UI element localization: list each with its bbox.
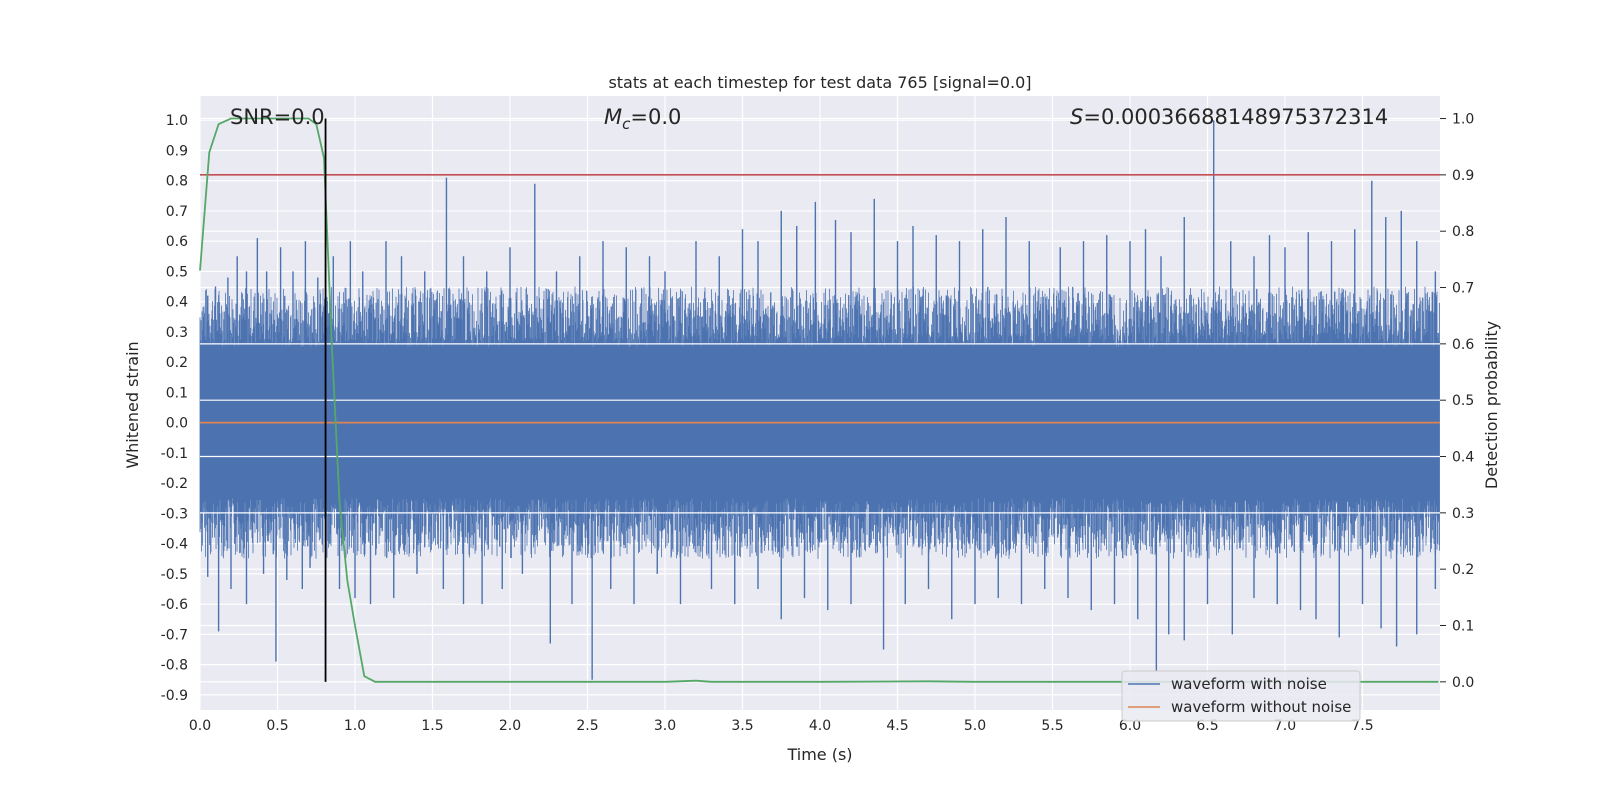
chart-title: stats at each timestep for test data 765… [608, 73, 1031, 92]
x-tick-label: 1.0 [344, 718, 366, 734]
y2-tick-label: 0.4 [1452, 450, 1474, 466]
y-tick-label: 0.8 [166, 174, 188, 190]
chirp-mass-subscript: c [622, 115, 631, 133]
x-tick-label: 5.5 [1041, 718, 1063, 734]
x-tick-label: 1.5 [421, 718, 443, 734]
x-tick-label: 2.5 [576, 718, 598, 734]
y2-tick-label: 0.5 [1452, 393, 1474, 409]
y2-tick-label: 1.0 [1452, 112, 1474, 128]
legend-box [1121, 670, 1361, 722]
y-tick-label: -0.3 [161, 506, 188, 522]
y2-tick-label: 0.8 [1452, 224, 1474, 240]
y-tick-label: 0.4 [166, 295, 188, 311]
legend-label-clean: waveform without noise [1171, 698, 1351, 716]
y-tick-label: 0.0 [166, 416, 188, 432]
statistic-value: =0.00036688148975372314 [1083, 105, 1388, 129]
y-tick-label: 0.6 [166, 234, 188, 250]
y-tick-label: 0.2 [166, 355, 188, 371]
y-tick-label: -0.7 [161, 627, 188, 643]
y2-tick-label: 0.3 [1452, 506, 1474, 522]
y-tick-label: 0.1 [166, 385, 188, 401]
x-tick-label: 3.5 [731, 718, 753, 734]
x-tick-label: 3.0 [654, 718, 676, 734]
y-tick-label: -0.4 [161, 537, 188, 553]
chirp-mass-value: =0.0 [630, 105, 681, 129]
statistic-symbol: S [1070, 105, 1083, 129]
y-tick-label: -0.9 [161, 688, 188, 704]
statistic-annotation: S=0.00036688148975372314 [1070, 105, 1388, 129]
y-tick-label: 0.9 [166, 143, 188, 159]
legend: waveform with noise waveform without noi… [1121, 670, 1361, 722]
x-tick-label: 4.5 [886, 718, 908, 734]
x-tick-label: 0.5 [266, 718, 288, 734]
y-tick-label: 0.7 [166, 204, 188, 220]
y-tick-label: -0.6 [161, 597, 188, 613]
y-tick-label: -0.8 [161, 658, 188, 674]
y-tick-label: -0.1 [161, 446, 188, 462]
y2-tick-label: 0.6 [1452, 337, 1474, 353]
noise-band [199, 286, 1440, 559]
y-tick-label: 0.5 [166, 264, 188, 280]
y-tick-label: 0.3 [166, 325, 188, 341]
y-tick-label: -0.2 [161, 476, 188, 492]
snr-annotation: SNR=0.0 [230, 105, 325, 129]
x-axis-label: Time (s) [786, 745, 852, 764]
chirp-mass-symbol: M [604, 105, 622, 129]
y2-tick-label: 0.7 [1452, 281, 1474, 297]
x-tick-label: 7.5 [1351, 718, 1373, 734]
x-tick-label: 0.0 [189, 718, 211, 734]
y2-tick-label: 0.9 [1452, 168, 1474, 184]
x-tick-label: 5.0 [964, 718, 986, 734]
x-tick-label: 6.0 [1119, 718, 1141, 734]
tick-labels: 0.0 0.5 1.0 1.5 2.0 2.5 3.0 3.5 4.0 4.5 5.0 5.5 6.0 6… [161, 112, 1475, 734]
chirp-mass-annotation: Mc=0.0 [604, 105, 681, 133]
x-tick-label: 4.0 [809, 718, 831, 734]
y2-tick-label: 0.1 [1452, 619, 1474, 635]
series-lines [199, 117, 1440, 683]
y2-tick-label: 0.2 [1452, 562, 1474, 578]
y2-axis-label: Detection probability [1482, 321, 1501, 489]
y-tick-label: -0.5 [161, 567, 188, 583]
y-tick-label: 1.0 [166, 113, 188, 129]
series-detection-probability [199, 117, 1439, 683]
x-tick-label: 2.0 [499, 718, 521, 734]
y2-tick-label: 0.0 [1452, 675, 1474, 691]
legend-label-noise: waveform with noise [1171, 675, 1327, 693]
y-axis-label: Whitened strain [123, 341, 142, 468]
x-tick-label: 7.0 [1274, 718, 1296, 734]
x-tick-label: 6.5 [1196, 718, 1218, 734]
